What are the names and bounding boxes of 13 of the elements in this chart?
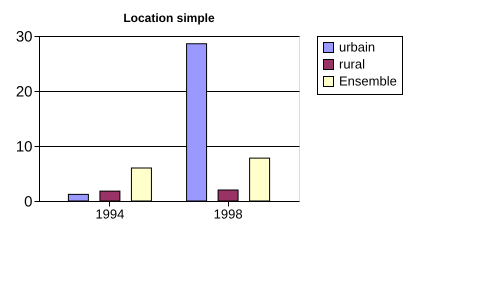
y-tick-label: 10 <box>16 138 32 156</box>
bar <box>68 194 89 202</box>
x-tick-label: 1994 <box>95 206 124 222</box>
legend-label: rural <box>339 56 366 72</box>
y-tick-label: 20 <box>16 84 32 100</box>
x-tick-label: 1998 <box>214 206 243 222</box>
bar <box>130 168 152 202</box>
y-tick-label: 30 <box>16 28 32 46</box>
bar <box>249 158 270 202</box>
legend-label: urbain <box>339 40 376 54</box>
y-tick-label: 0 <box>24 194 32 210</box>
chart-title: Location simple <box>123 11 215 25</box>
legend-label: Ensemble <box>339 74 397 88</box>
